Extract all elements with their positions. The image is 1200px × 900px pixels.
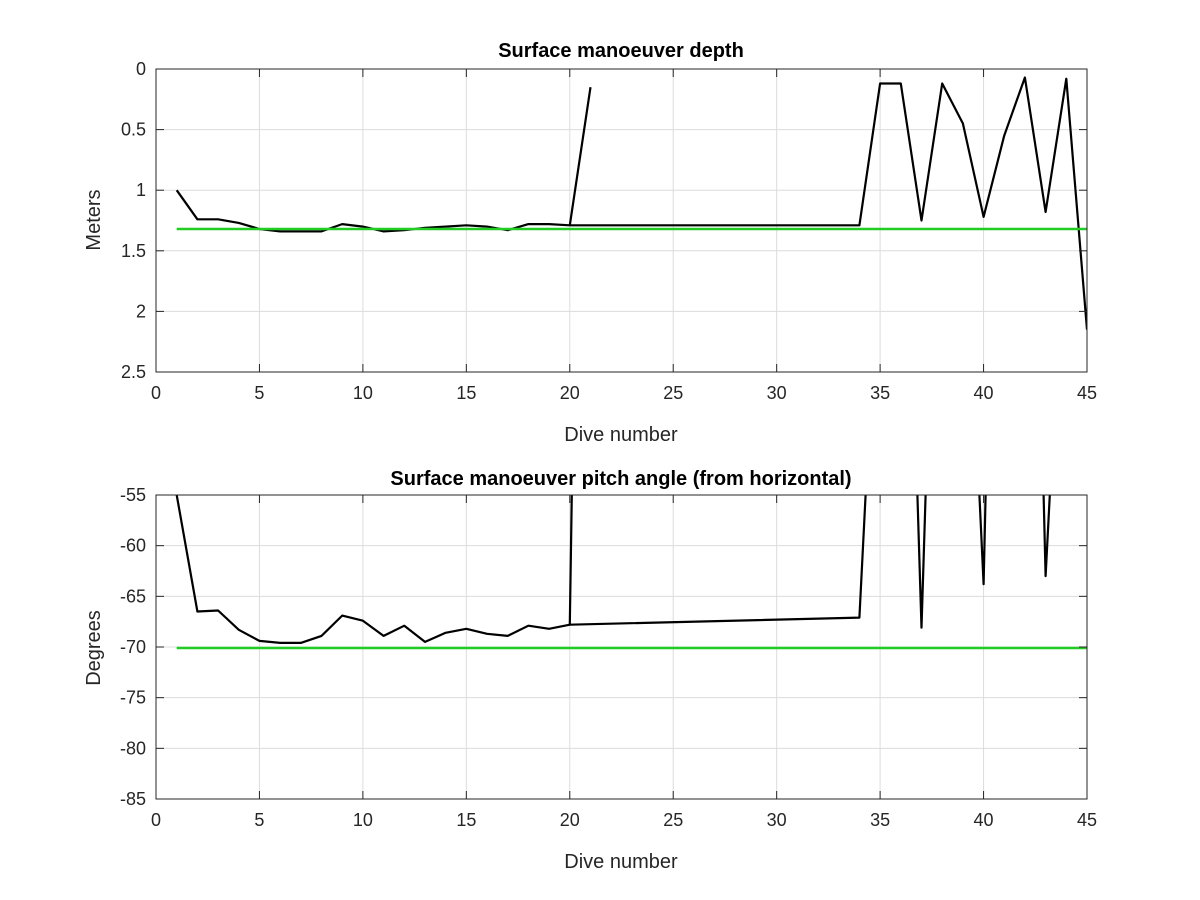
pitch-y-tick-label: -80 [120, 738, 146, 758]
depth-y-tick-label: 0.5 [121, 120, 146, 140]
pitch-x-tick-label: 15 [456, 810, 476, 830]
depth-plot-area [156, 69, 1087, 372]
pitch-chart-title: Surface manoeuver pitch angle (from hori… [390, 468, 851, 490]
depth-y-tick-label: 2.5 [121, 362, 146, 382]
pitch-x-tick-label: 45 [1077, 810, 1097, 830]
depth-y-tick-label: 2 [136, 301, 146, 321]
pitch-data-line [1042, 495, 1051, 578]
pitch-x-tick-label: 0 [151, 810, 161, 830]
depth-data-line [569, 76, 1087, 330]
pitch-x-tick-label: 40 [974, 810, 994, 830]
pitch-y-tick-label: -65 [120, 586, 146, 606]
depth-x-tick-label: 10 [353, 383, 373, 403]
pitch-y-tick-label: -75 [120, 688, 146, 708]
depth-x-tick-label: 0 [151, 383, 161, 403]
depth-data-line [175, 87, 592, 233]
pitch-y-tick-label: -70 [120, 637, 146, 657]
depth-x-tick-label: 35 [870, 383, 890, 403]
pitch-x-tick-label: 25 [663, 810, 683, 830]
pitch-chart-xlabel: Dive number [564, 851, 678, 873]
pitch-chart: Surface manoeuver pitch angle (from hori… [83, 468, 1097, 873]
pitch-chart-ylabel: Degrees [83, 610, 105, 686]
pitch-x-tick-label: 20 [560, 810, 580, 830]
depth-series-group [175, 76, 1087, 330]
pitch-data-line [978, 495, 987, 586]
depth-x-tick-label: 45 [1077, 383, 1097, 403]
depth-chart-ylabel: Meters [83, 189, 105, 250]
depth-chart-title: Surface manoeuver depth [498, 40, 744, 62]
depth-y-tick-label: 1 [136, 180, 146, 200]
pitch-x-tick-label: 10 [353, 810, 373, 830]
pitch-x-tick-label: 30 [767, 810, 787, 830]
depth-x-tick-label: 15 [456, 383, 476, 403]
depth-axes-box [155, 68, 1088, 373]
depth-x-tick-label: 40 [974, 383, 994, 403]
depth-x-tick-label: 5 [254, 383, 264, 403]
pitch-y-tick-label: -55 [120, 485, 146, 505]
pitch-x-tick-label: 5 [254, 810, 264, 830]
depth-x-tick-label: 25 [663, 383, 683, 403]
depth-x-tick-label: 20 [560, 383, 580, 403]
pitch-y-tick-label: -60 [120, 536, 146, 556]
depth-chart-xlabel: Dive number [564, 424, 678, 446]
depth-y-tick-label: 1.5 [121, 241, 146, 261]
depth-chart: Surface manoeuver depth Dive number Mete… [83, 40, 1097, 446]
pitch-series-group [175, 495, 1087, 650]
pitch-data-line [175, 495, 573, 645]
pitch-data-line [569, 495, 867, 626]
pitch-y-tick-label: -85 [120, 789, 146, 809]
pitch-data-line [916, 495, 927, 629]
depth-x-tick-label: 30 [767, 383, 787, 403]
depth-y-tick-label: 0 [136, 59, 146, 79]
pitch-x-tick-label: 35 [870, 810, 890, 830]
